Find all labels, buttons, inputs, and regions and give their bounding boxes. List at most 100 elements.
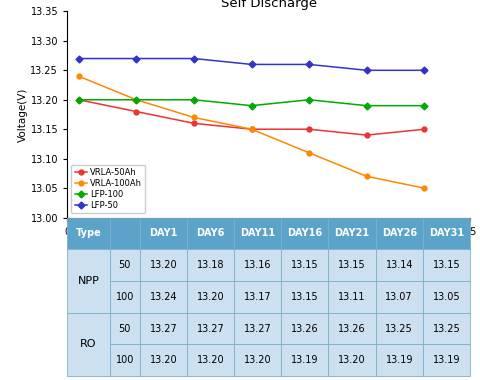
LFP-100 (133, 98, 139, 102)
Text: 13.20: 13.20 (197, 292, 224, 302)
Text: 13.19: 13.19 (385, 355, 413, 365)
Text: 13.26: 13.26 (291, 324, 319, 334)
Text: 13.20: 13.20 (150, 260, 177, 270)
Bar (281, 345, 328, 376)
Text: 13.24: 13.24 (150, 292, 177, 302)
Bar (67, 218, 109, 249)
Text: 13.15: 13.15 (432, 260, 460, 270)
Text: 100: 100 (116, 292, 134, 302)
VRLA-100Ah (306, 150, 312, 155)
Text: 13.05: 13.05 (432, 292, 460, 302)
Text: 13.26: 13.26 (338, 324, 366, 334)
Bar (109, 345, 140, 376)
Bar (376, 345, 423, 376)
Bar (234, 281, 281, 313)
Bar (187, 249, 234, 281)
LFP-50 (421, 68, 427, 73)
Bar (234, 218, 281, 249)
Text: 13.25: 13.25 (385, 324, 413, 334)
Bar (328, 218, 376, 249)
Bar (281, 313, 328, 345)
Text: DAY26: DAY26 (382, 228, 417, 239)
Bar (67, 249, 109, 313)
LFP-100 (306, 98, 312, 102)
VRLA-100Ah (191, 115, 197, 120)
LFP-50 (133, 56, 139, 61)
VRLA-50Ah (76, 98, 82, 102)
Text: 13.19: 13.19 (291, 355, 319, 365)
Bar (187, 313, 234, 345)
Bar (376, 313, 423, 345)
Bar (109, 281, 140, 313)
Bar (234, 345, 281, 376)
Bar (376, 218, 423, 249)
Text: 13.11: 13.11 (338, 292, 366, 302)
Bar (376, 249, 423, 281)
Text: 50: 50 (119, 260, 131, 270)
LFP-100 (191, 98, 197, 102)
VRLA-100Ah (76, 74, 82, 79)
Bar (109, 218, 140, 249)
Text: 13.07: 13.07 (385, 292, 413, 302)
LFP-50 (76, 56, 82, 61)
VRLA-50Ah (249, 127, 254, 131)
VRLA-100Ah (249, 127, 254, 131)
Bar (234, 313, 281, 345)
Text: 13.18: 13.18 (197, 260, 224, 270)
Text: 13.25: 13.25 (432, 324, 460, 334)
Text: 13.27: 13.27 (197, 324, 225, 334)
Text: NPP: NPP (77, 276, 99, 286)
Text: DAY6: DAY6 (196, 228, 225, 239)
Bar (281, 218, 328, 249)
Bar (423, 345, 470, 376)
Text: 13.15: 13.15 (338, 260, 366, 270)
Text: 13.27: 13.27 (149, 324, 177, 334)
LFP-50 (249, 62, 254, 67)
Text: 13.19: 13.19 (432, 355, 460, 365)
Bar (328, 249, 376, 281)
Bar (328, 313, 376, 345)
Text: DAY31: DAY31 (429, 228, 464, 239)
Line: LFP-50: LFP-50 (76, 56, 427, 73)
Text: 13.15: 13.15 (291, 260, 319, 270)
Text: 100: 100 (116, 355, 134, 365)
Bar (140, 345, 187, 376)
Bar (423, 313, 470, 345)
Bar (423, 218, 470, 249)
Bar (187, 345, 234, 376)
LFP-100 (421, 103, 427, 108)
Bar (140, 313, 187, 345)
Bar (67, 313, 109, 376)
Text: 13.20: 13.20 (197, 355, 224, 365)
Bar (140, 281, 187, 313)
Bar (234, 249, 281, 281)
VRLA-100Ah (364, 174, 370, 179)
Text: 13.15: 13.15 (291, 292, 319, 302)
Text: Type: Type (75, 228, 101, 239)
Text: RO: RO (80, 339, 96, 350)
Bar (140, 249, 187, 281)
Y-axis label: Voltage(V): Voltage(V) (18, 87, 28, 142)
VRLA-50Ah (306, 127, 312, 131)
Bar (328, 281, 376, 313)
Bar (423, 281, 470, 313)
LFP-50 (364, 68, 370, 73)
Bar (109, 249, 140, 281)
Line: VRLA-100Ah: VRLA-100Ah (76, 74, 427, 190)
LFP-50 (306, 62, 312, 67)
VRLA-50Ah (191, 121, 197, 126)
Title: Self Discharge: Self Discharge (221, 0, 317, 10)
LFP-100 (249, 103, 254, 108)
Bar (109, 313, 140, 345)
Bar (281, 249, 328, 281)
Bar (376, 281, 423, 313)
LFP-100 (364, 103, 370, 108)
LFP-100 (76, 98, 82, 102)
Text: 13.20: 13.20 (338, 355, 366, 365)
Bar (140, 218, 187, 249)
Text: 13.20: 13.20 (150, 355, 177, 365)
Text: 13.17: 13.17 (244, 292, 272, 302)
Text: DAY1: DAY1 (149, 228, 178, 239)
Line: LFP-100: LFP-100 (76, 97, 427, 108)
Text: 50: 50 (119, 324, 131, 334)
